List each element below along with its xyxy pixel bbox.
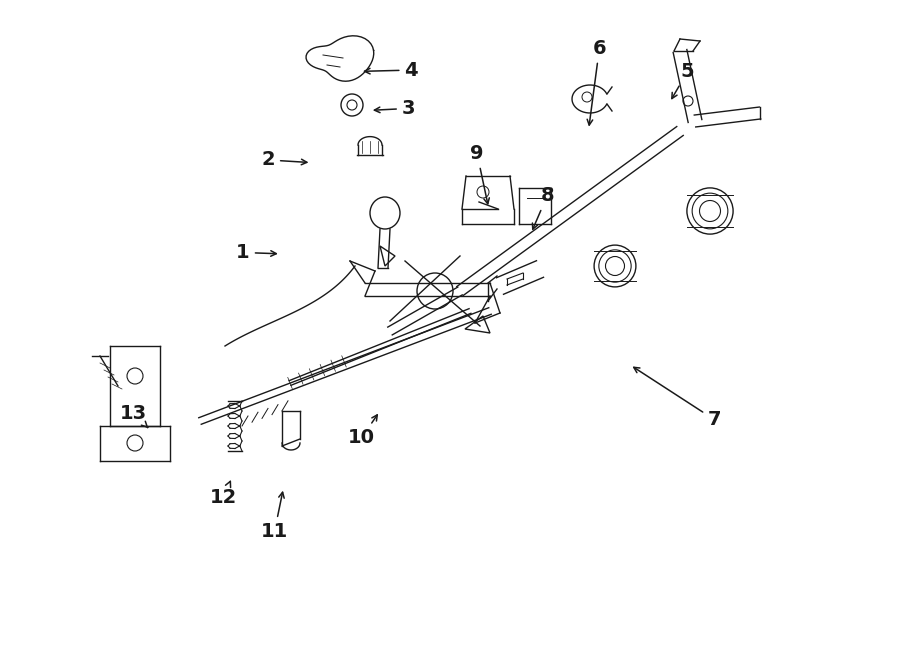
Text: 5: 5 — [671, 62, 695, 98]
Text: 10: 10 — [348, 415, 377, 447]
Text: 7: 7 — [634, 368, 722, 429]
Text: 3: 3 — [374, 99, 416, 118]
Text: 2: 2 — [261, 151, 307, 169]
Text: 1: 1 — [236, 243, 276, 262]
Text: 4: 4 — [364, 61, 418, 79]
Text: 9: 9 — [470, 144, 490, 204]
Text: 12: 12 — [210, 481, 237, 506]
Text: 13: 13 — [120, 404, 148, 428]
Text: 11: 11 — [261, 492, 288, 541]
Text: 8: 8 — [533, 186, 554, 229]
Text: 6: 6 — [587, 39, 607, 125]
